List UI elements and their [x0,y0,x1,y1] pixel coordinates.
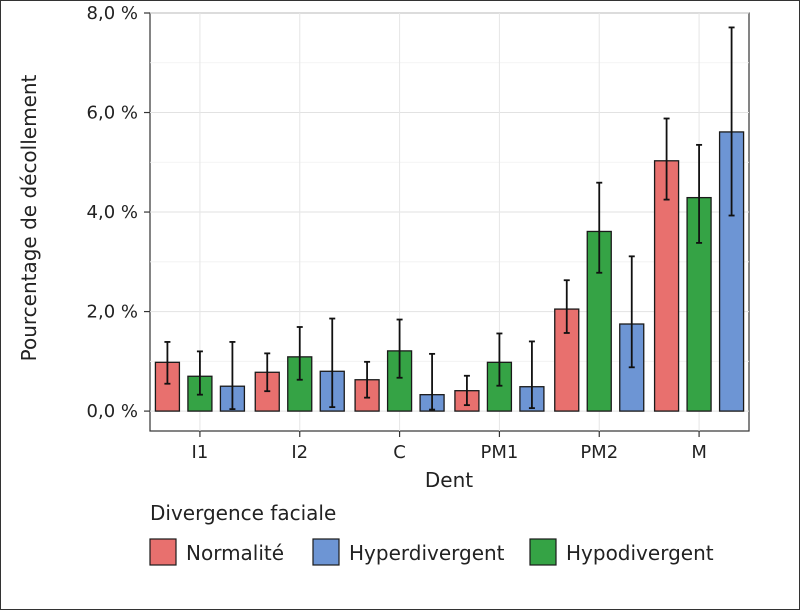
x-tick-label: I1 [192,442,209,463]
x-tick-label: I2 [291,442,308,463]
legend-entries: Normalité Hyperdivergent Hypodivergent [149,538,714,566]
bar [586,230,612,412]
y-tick-label: 8,0 % [87,3,138,24]
axes: 0,0 % 2,0 % 4,0 % 6,0 % 8,0 % I1 I2 C PM1 PM2 M [87,3,707,463]
x-axis-title: Dent [425,468,473,492]
bar [653,160,680,412]
bars [154,26,745,412]
y-tick-label: 4,0 % [87,202,138,223]
x-tick-label: PM2 [580,442,618,463]
legend-title: Divergence faciale [150,501,336,525]
legend-label: Normalité [186,541,284,565]
x-tick-label: C [393,442,406,463]
y-tick-label: 0,0 % [87,401,138,422]
y-tick-label: 6,0 % [87,103,138,124]
legend: Divergence faciale Normalité Hyperdiverge… [149,501,714,566]
x-tick-label: PM1 [480,442,518,463]
legend-swatch [529,538,557,566]
legend-label: Hyperdivergent [349,541,505,565]
x-tick-label: M [691,442,707,463]
legend-swatch [312,538,340,566]
legend-swatch [149,538,177,566]
legend-label: Hypodivergent [566,541,714,565]
y-axis-title: Pourcentage de décollement [17,74,41,361]
y-tick-label: 2,0 % [87,302,138,323]
